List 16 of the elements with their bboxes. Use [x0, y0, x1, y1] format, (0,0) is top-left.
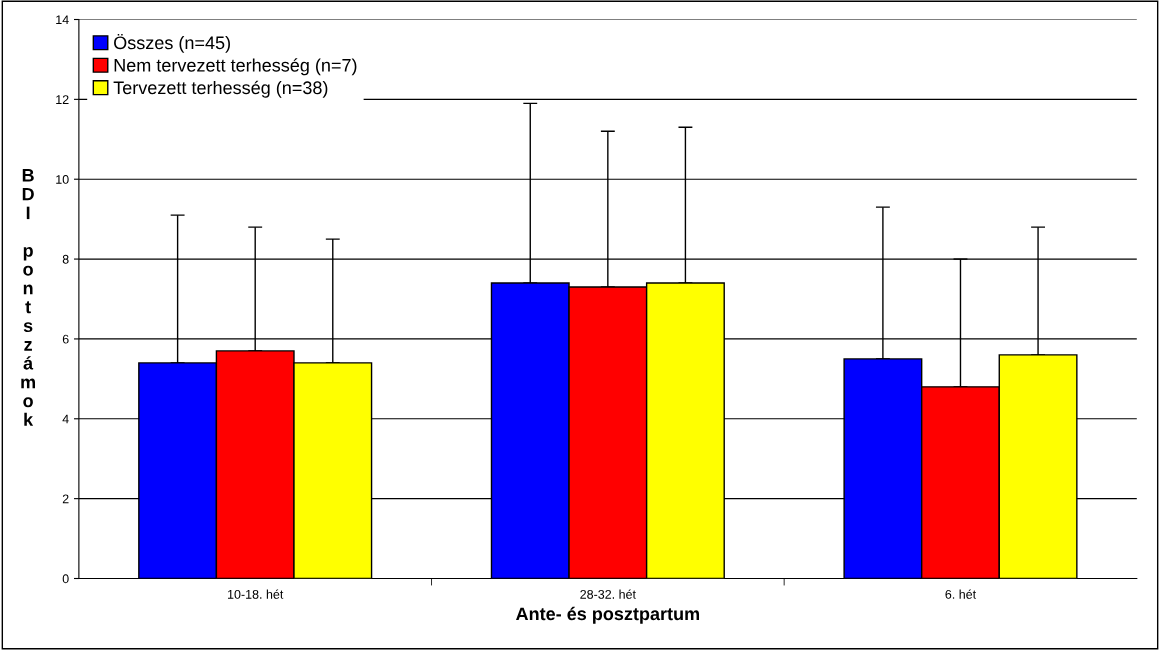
legend-label: Tervezett terhesség (n=38): [113, 80, 328, 98]
y-tick-label: 0: [62, 574, 69, 584]
x-axis-title: Ante- és posztpartum: [516, 606, 700, 624]
y-tick-label: 14: [56, 15, 69, 25]
legend-label: Összes (n=45): [114, 33, 230, 53]
y-tick-label: 2: [62, 494, 69, 504]
x-tick-label: 10-18. hét: [228, 589, 284, 599]
y-tick-label: 12: [56, 95, 69, 104]
x-tick-label: 28-32. hét: [580, 589, 636, 599]
x-tick-label: 6. hét: [945, 589, 977, 599]
legend-label: Nem tervezett terhesség (n=7): [114, 58, 357, 76]
y-tick-label: 10: [56, 175, 69, 184]
y-tick-label: 4: [62, 414, 69, 424]
y-tick-label: 8: [62, 254, 69, 264]
y-tick-label: 6: [62, 334, 69, 344]
text: BDI pontszámok: [21, 169, 36, 426]
